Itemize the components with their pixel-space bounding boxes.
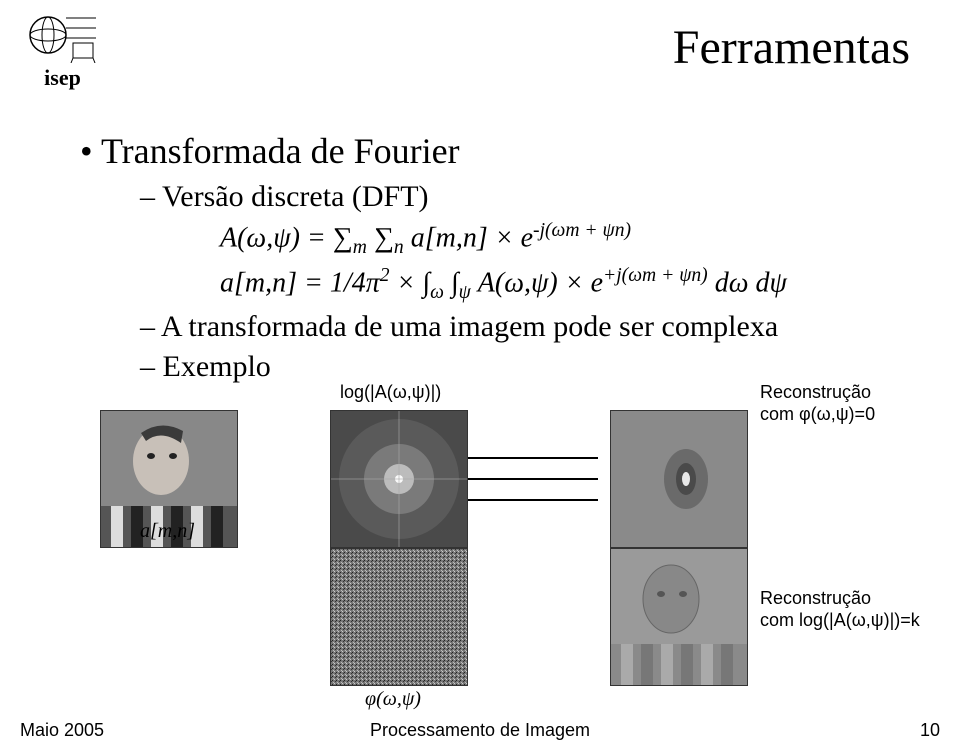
img-fft-magnitude: [330, 410, 468, 548]
caption-recon-logk-l1: Reconstrução: [760, 588, 871, 608]
caption-log-mag: log(|A(ω,ψ)|): [340, 382, 441, 404]
caption-amn: a[m,n]: [140, 520, 195, 543]
footer-title: Processamento de Imagem: [0, 720, 960, 741]
arrow-mid: [468, 478, 598, 480]
footer-page: 10: [920, 720, 940, 741]
formula-inverse: a[m,n] = 1/4π2 × ∫ω ∫ψ A(ω,ψ) × e+j(ωm +…: [220, 265, 920, 304]
bullet-complex: A transformada de uma imagem pode ser co…: [140, 310, 920, 344]
bullet-fourier: Transformada de Fourier: [80, 130, 920, 172]
example-row-2: a[m,n] φ(ω,ψ): [40, 548, 930, 698]
formula-forward: A(ω,ψ) = ∑m ∑n a[m,n] × e-j(ωm + ψn): [220, 220, 920, 259]
caption-recon-logk: Reconstrução com log(|A(ω,ψ)|)=k: [760, 588, 920, 631]
caption-recon-logk-l2: com log(|A(ω,ψ)|)=k: [760, 610, 920, 630]
arrow-top: [468, 457, 598, 459]
caption-recon-phase0-l1: Reconstrução: [760, 382, 871, 402]
img-phase-noise: [330, 548, 468, 686]
content-block: Transformada de Fourier Versão discreta …: [80, 130, 920, 390]
img-recon-logk: [610, 548, 748, 686]
bullet-dft: Versão discreta (DFT): [140, 180, 920, 214]
bullet-example: Exemplo: [140, 350, 271, 384]
arrow-bot: [468, 499, 598, 501]
logo-block: isep: [20, 8, 105, 91]
img-recon-nophase: [610, 410, 748, 548]
page-title: Ferramentas: [673, 20, 910, 75]
caption-recon-phase0-l2: com φ(ω,ψ)=0: [760, 404, 875, 424]
isep-logo-icon: [28, 8, 98, 63]
logo-text: isep: [20, 65, 105, 91]
caption-recon-phase0: Reconstrução com φ(ω,ψ)=0: [760, 382, 875, 425]
caption-phase: φ(ω,ψ): [365, 688, 421, 711]
